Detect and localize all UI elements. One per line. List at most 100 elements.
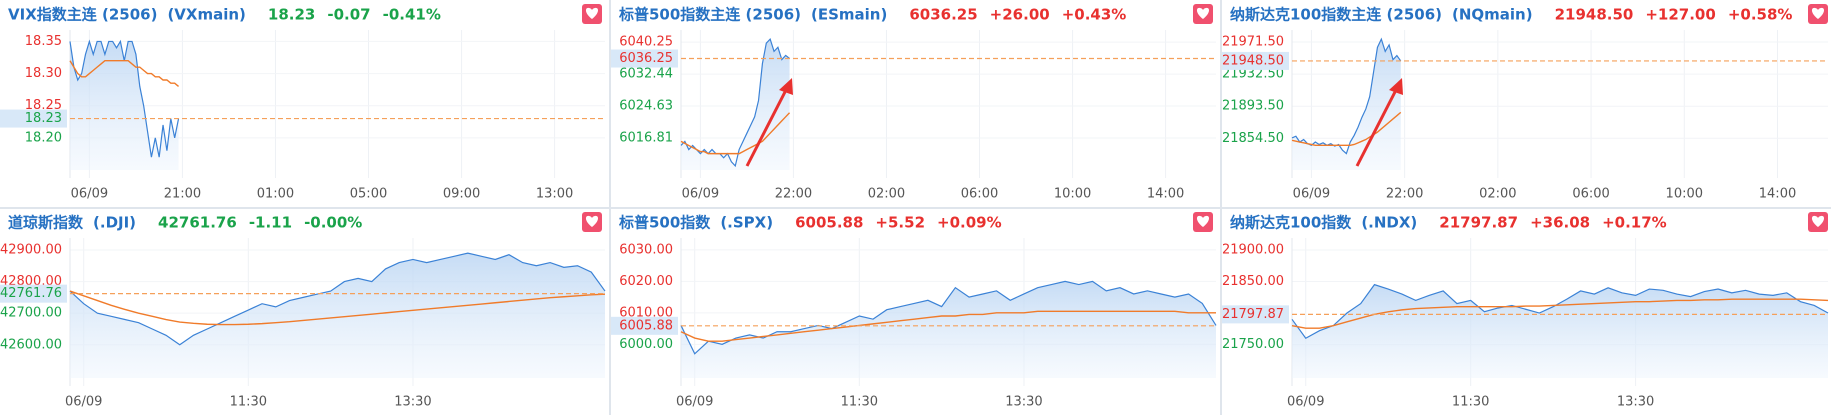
- header-last: 42761.76: [158, 214, 237, 232]
- x-tick-label: 06/09: [682, 187, 719, 202]
- header-title: 道琼斯指数: [8, 214, 84, 232]
- header-change: -1.11: [249, 214, 292, 232]
- y-tick-label: 21854.50: [1222, 131, 1284, 146]
- x-tick-label: 06/09: [71, 187, 108, 202]
- x-tick-label: 11:30: [841, 395, 878, 410]
- y-tick-label: 18.25: [25, 98, 62, 113]
- x-tick-label: 06/09: [65, 395, 102, 410]
- y-tick-label: 42900.00: [0, 242, 62, 257]
- header-change: +127.00: [1645, 6, 1715, 24]
- y-tick-label: 21850.00: [1222, 274, 1284, 289]
- y-tick-label: 6016.81: [619, 131, 673, 146]
- header-code: (.NDX): [1361, 214, 1417, 232]
- series-line: [680, 37, 790, 168]
- x-tick-label: 11:30: [1452, 395, 1489, 410]
- favorite-icon: [1811, 215, 1825, 227]
- favorite-icon: [1196, 7, 1210, 19]
- area-fill: [70, 41, 179, 170]
- series-line: [680, 112, 791, 155]
- y-tick-label: 21900.00: [1222, 242, 1284, 257]
- x-tick-label: 10:00: [1054, 187, 1091, 202]
- y-tick-label: 21971.50: [1222, 34, 1284, 49]
- favorite-icon: [1811, 7, 1825, 19]
- y-tick-label: 21750.00: [1222, 337, 1284, 352]
- x-tick-label: 13:30: [394, 395, 431, 410]
- favorite-button[interactable]: [582, 4, 602, 24]
- y-tick-label: 6010.00: [619, 305, 673, 320]
- x-tick-label: 02:00: [1479, 187, 1516, 202]
- x-tick-label: 09:00: [443, 187, 480, 202]
- header-last: 18.23: [268, 6, 315, 24]
- last-price-badge: [611, 316, 678, 335]
- favorite-button[interactable]: [1193, 212, 1213, 232]
- x-tick-label: 13:30: [1005, 395, 1042, 410]
- area-fill: [681, 281, 1216, 378]
- x-tick-label: 06:00: [961, 187, 998, 202]
- header-change: +36.08: [1530, 214, 1590, 232]
- series-line: [69, 290, 606, 326]
- y-tick-label: 18.35: [25, 34, 62, 49]
- header-title: 纳斯达克100指数: [1230, 214, 1352, 232]
- y-tick-label: 6000.00: [619, 337, 673, 352]
- series-line: [1291, 283, 1829, 340]
- favorite-button[interactable]: [1808, 4, 1828, 24]
- header-change: +26.00: [990, 6, 1050, 24]
- x-tick-label: 10:00: [1666, 187, 1703, 202]
- header-code: (.DJI): [93, 214, 136, 232]
- y-tick-label: 21932.50: [1222, 67, 1284, 82]
- favorite-icon: [585, 7, 599, 19]
- header-change: +5.52: [875, 214, 925, 232]
- header-title: 标普500指数: [618, 214, 711, 232]
- last-price-label: 6005.88: [619, 318, 673, 333]
- x-tick-label: 06/09: [676, 395, 713, 410]
- last-price-badge: [0, 284, 67, 303]
- header-change: -0.07: [327, 6, 370, 24]
- header-change-pct: +0.09%: [937, 214, 1002, 232]
- series-line: [69, 60, 179, 87]
- header-change-pct: +0.17%: [1602, 214, 1667, 232]
- series-line: [680, 310, 1216, 342]
- x-tick-label: 06/09: [1293, 187, 1330, 202]
- last-price-label: 21797.87: [1222, 307, 1284, 322]
- last-price-badge: [611, 49, 678, 68]
- x-tick-label: 21:00: [164, 187, 201, 202]
- y-tick-label: 6020.00: [619, 274, 673, 289]
- last-price-label: 21948.50: [1222, 53, 1284, 68]
- x-tick-label: 22:00: [775, 187, 812, 202]
- y-tick-label: 42700.00: [0, 306, 62, 321]
- last-price-badge: [1222, 51, 1289, 70]
- y-tick-label: 18.30: [25, 66, 62, 81]
- header-title: 标普500指数主连 (2506): [618, 6, 801, 24]
- series-line: [1291, 298, 1829, 329]
- x-tick-label: 05:00: [350, 187, 387, 202]
- header-title: VIX指数主连 (2506): [8, 6, 157, 24]
- y-tick-label: 42600.00: [0, 337, 62, 352]
- favorite-button[interactable]: [1808, 212, 1828, 232]
- x-tick-label: 01:00: [257, 187, 294, 202]
- y-tick-label: 21893.50: [1222, 99, 1284, 114]
- header-last: 21797.87: [1439, 214, 1518, 232]
- header-change-pct: -0.41%: [383, 6, 441, 24]
- x-tick-label: 14:00: [1759, 187, 1796, 202]
- header-change-pct: -0.00%: [304, 214, 362, 232]
- header-code: (VXmain): [167, 6, 245, 24]
- charts: VIX指数主连 (2506) (VXmain) 18.23 -0.07 -0.41% 06…: [0, 4, 1829, 410]
- header-title: 纳斯达克100指数主连 (2506): [1230, 6, 1442, 24]
- y-tick-label: 6030.00: [619, 242, 673, 257]
- area-fill: [1292, 39, 1401, 171]
- series-line: [1291, 111, 1402, 147]
- y-tick-label: 6032.44: [619, 67, 673, 82]
- last-price-label: 42761.76: [0, 286, 62, 301]
- last-price-label: 6036.25: [619, 51, 673, 66]
- favorite-button[interactable]: [582, 212, 602, 232]
- last-price-label: 18.23: [25, 111, 62, 126]
- x-tick-label: 22:00: [1386, 187, 1423, 202]
- x-tick-label: 13:00: [536, 187, 573, 202]
- header-code: (ESmain): [811, 6, 887, 24]
- x-tick-label: 06/09: [1287, 395, 1324, 410]
- y-tick-label: 6040.25: [619, 35, 673, 50]
- favorite-icon: [1196, 215, 1210, 227]
- x-tick-label: 06:00: [1572, 187, 1609, 202]
- favorite-button[interactable]: [1193, 4, 1213, 24]
